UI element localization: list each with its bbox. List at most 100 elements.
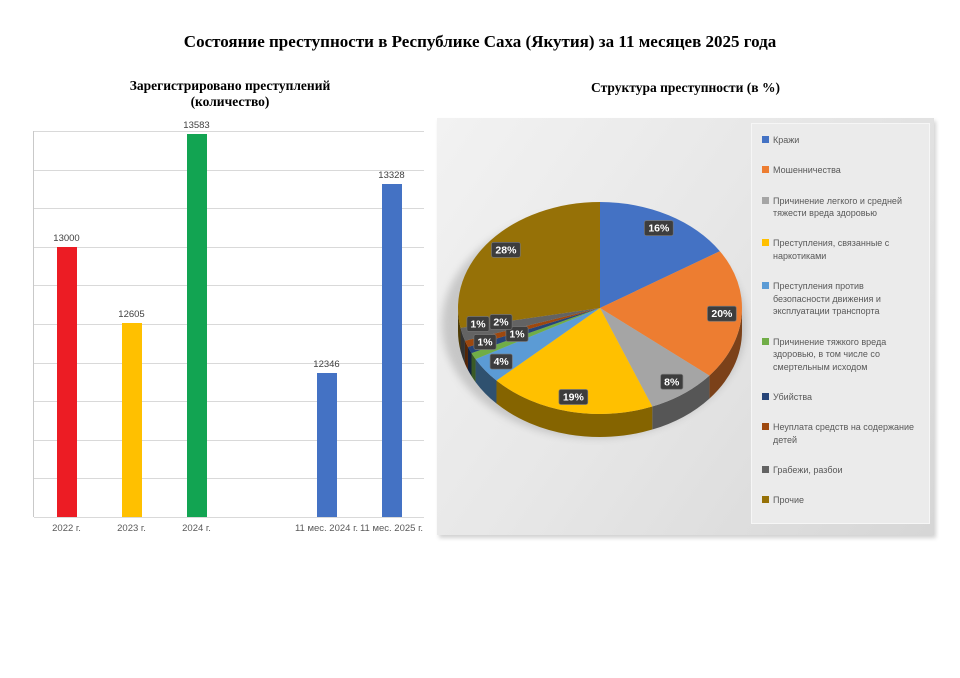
gridline <box>34 517 424 518</box>
svg-text:1%: 1% <box>477 337 493 349</box>
bar-category-label: 11 мес. 2025 г. <box>359 523 424 534</box>
pie-slice <box>600 251 742 376</box>
legend-marker-icon <box>762 496 769 504</box>
pie-slice <box>464 308 600 348</box>
legend-label: Грабежи, разбои <box>773 465 843 476</box>
legend-marker-icon <box>762 392 769 400</box>
legend-item: Грабежи, разбои <box>762 464 921 477</box>
bar <box>316 373 337 517</box>
bar-category-label: 2023 г. <box>117 523 146 534</box>
gridline <box>34 324 424 325</box>
bar <box>121 323 142 517</box>
pie-slice <box>600 202 720 308</box>
legend-label: Причинение тяжкого вреда здоровью, в том… <box>773 336 887 372</box>
bar-chart-title-line2: (количество) <box>190 94 270 109</box>
pie-slice <box>467 308 600 354</box>
pie-svg: 16%20%8%19%4%1%1%1% 2%28% <box>442 202 746 438</box>
bar-chart-title: Зарегистрировано преступлений (количеств… <box>28 78 432 110</box>
pie-slice-side <box>475 359 497 404</box>
gridline <box>34 169 424 171</box>
pie-slice-side <box>496 380 653 438</box>
legend-marker-icon <box>762 136 769 143</box>
pie-panel: 16% 20% 8% 19% 4% 1% 1% 1% 2% 28% Кражи Мошенничес… <box>437 118 934 535</box>
gridline <box>34 401 424 403</box>
bar-value-label: 12346 <box>313 359 340 371</box>
bar-value-label: 13000 <box>53 232 80 244</box>
bar-value-label: 13328 <box>378 169 405 181</box>
legend-item: Убийства <box>762 391 921 404</box>
pie-data-label: 4% <box>489 353 513 370</box>
pie-data-label: 1% <box>466 316 490 332</box>
legend-marker-icon <box>762 337 769 345</box>
pie-data-label: 1% <box>505 326 529 342</box>
gridline <box>34 439 424 441</box>
gridline <box>34 285 424 287</box>
legend-marker-icon <box>762 196 769 204</box>
svg-text:1%: 1% <box>509 329 525 341</box>
legend-label: Преступления против безопасности движени… <box>773 281 881 317</box>
pie-slice <box>460 308 600 341</box>
pie-slice-side <box>471 353 476 383</box>
legend-item: Преступления, связанные с наркотиками <box>762 237 921 262</box>
pie-data-label: 20% <box>707 305 737 322</box>
legend-label: Неуплата средств на содержание детей <box>773 422 915 445</box>
bar <box>186 134 207 517</box>
svg-text:16%: 16% <box>648 223 670 235</box>
pie-data-label: 16% <box>644 220 674 236</box>
pie-data-label: 2% <box>489 314 513 330</box>
pie-slice-side <box>652 375 710 430</box>
legend-item: Неуплата средств на содержание детей <box>762 421 921 446</box>
legend-label: Мошенничества <box>773 165 841 176</box>
bar-plot: 2022 г. 13000 2023 г. 12605 2024 г. 13583 11 м… <box>33 120 424 534</box>
pie-slice-side <box>458 308 461 351</box>
pie-slice-side <box>460 327 465 364</box>
svg-text:28%: 28% <box>495 244 517 256</box>
page-title: Состояние преступности в Республике Саха… <box>183 32 777 51</box>
svg-text:20%: 20% <box>711 308 733 320</box>
bar-chart-title-line1: Зарегистрировано преступлений <box>129 78 331 93</box>
gridline <box>34 131 424 132</box>
gridline <box>34 246 424 248</box>
pie-chart-title: Структура преступности (в %) <box>591 80 780 95</box>
legend-item: Причинение тяжкого вреда здоровью, в том… <box>762 336 921 374</box>
legend-item: Кражи <box>762 134 921 147</box>
legend-marker-icon <box>762 239 769 247</box>
pie-slice-side <box>709 308 742 399</box>
pie-slice <box>496 308 653 415</box>
pie-slice-side <box>467 347 472 377</box>
bar-category-label: 11 мес. 2024 г. <box>294 523 359 534</box>
legend-marker-icon <box>762 466 769 474</box>
gridline <box>34 362 424 364</box>
legend-item: Преступления против безопасности движени… <box>762 280 921 318</box>
svg-text:19%: 19% <box>563 391 585 403</box>
legend-label: Преступления, связанные с наркотиками <box>773 238 890 261</box>
legend-item: Причинение легкого и средней тяжести вре… <box>762 195 921 220</box>
legend-label: Кражи <box>773 135 800 145</box>
svg-text:2%: 2% <box>493 317 509 329</box>
bar <box>381 183 402 517</box>
pie-legend: Кражи Мошенничества Причинение легкого и с… <box>751 123 930 524</box>
pie-data-label: 19% <box>558 389 589 405</box>
bar-category-label: 2024 г. <box>182 523 211 534</box>
bar <box>56 246 77 517</box>
pie-data-label: 8% <box>660 373 684 390</box>
pie-slice <box>458 202 600 328</box>
svg-text:8%: 8% <box>664 376 680 388</box>
gridline <box>34 208 424 210</box>
legend-marker-icon <box>762 423 769 431</box>
pie-data-label: 28% <box>491 242 521 258</box>
svg-text:1%: 1% <box>470 319 486 331</box>
bar-value-label: 13583 <box>183 120 210 132</box>
gridline <box>34 478 424 480</box>
bar-value-label: 12605 <box>118 309 145 321</box>
legend-item: Мошенничества <box>762 164 921 177</box>
legend-label: Причинение легкого и средней тяжести вре… <box>773 195 902 219</box>
legend-marker-icon <box>762 166 769 174</box>
svg-text:4%: 4% <box>494 356 510 368</box>
pie-data-label: 1% <box>473 334 497 350</box>
pie-slice <box>471 308 600 360</box>
legend-item: Прочие <box>762 494 921 507</box>
legend-marker-icon <box>762 282 769 290</box>
legend-label: Прочие <box>773 495 805 506</box>
